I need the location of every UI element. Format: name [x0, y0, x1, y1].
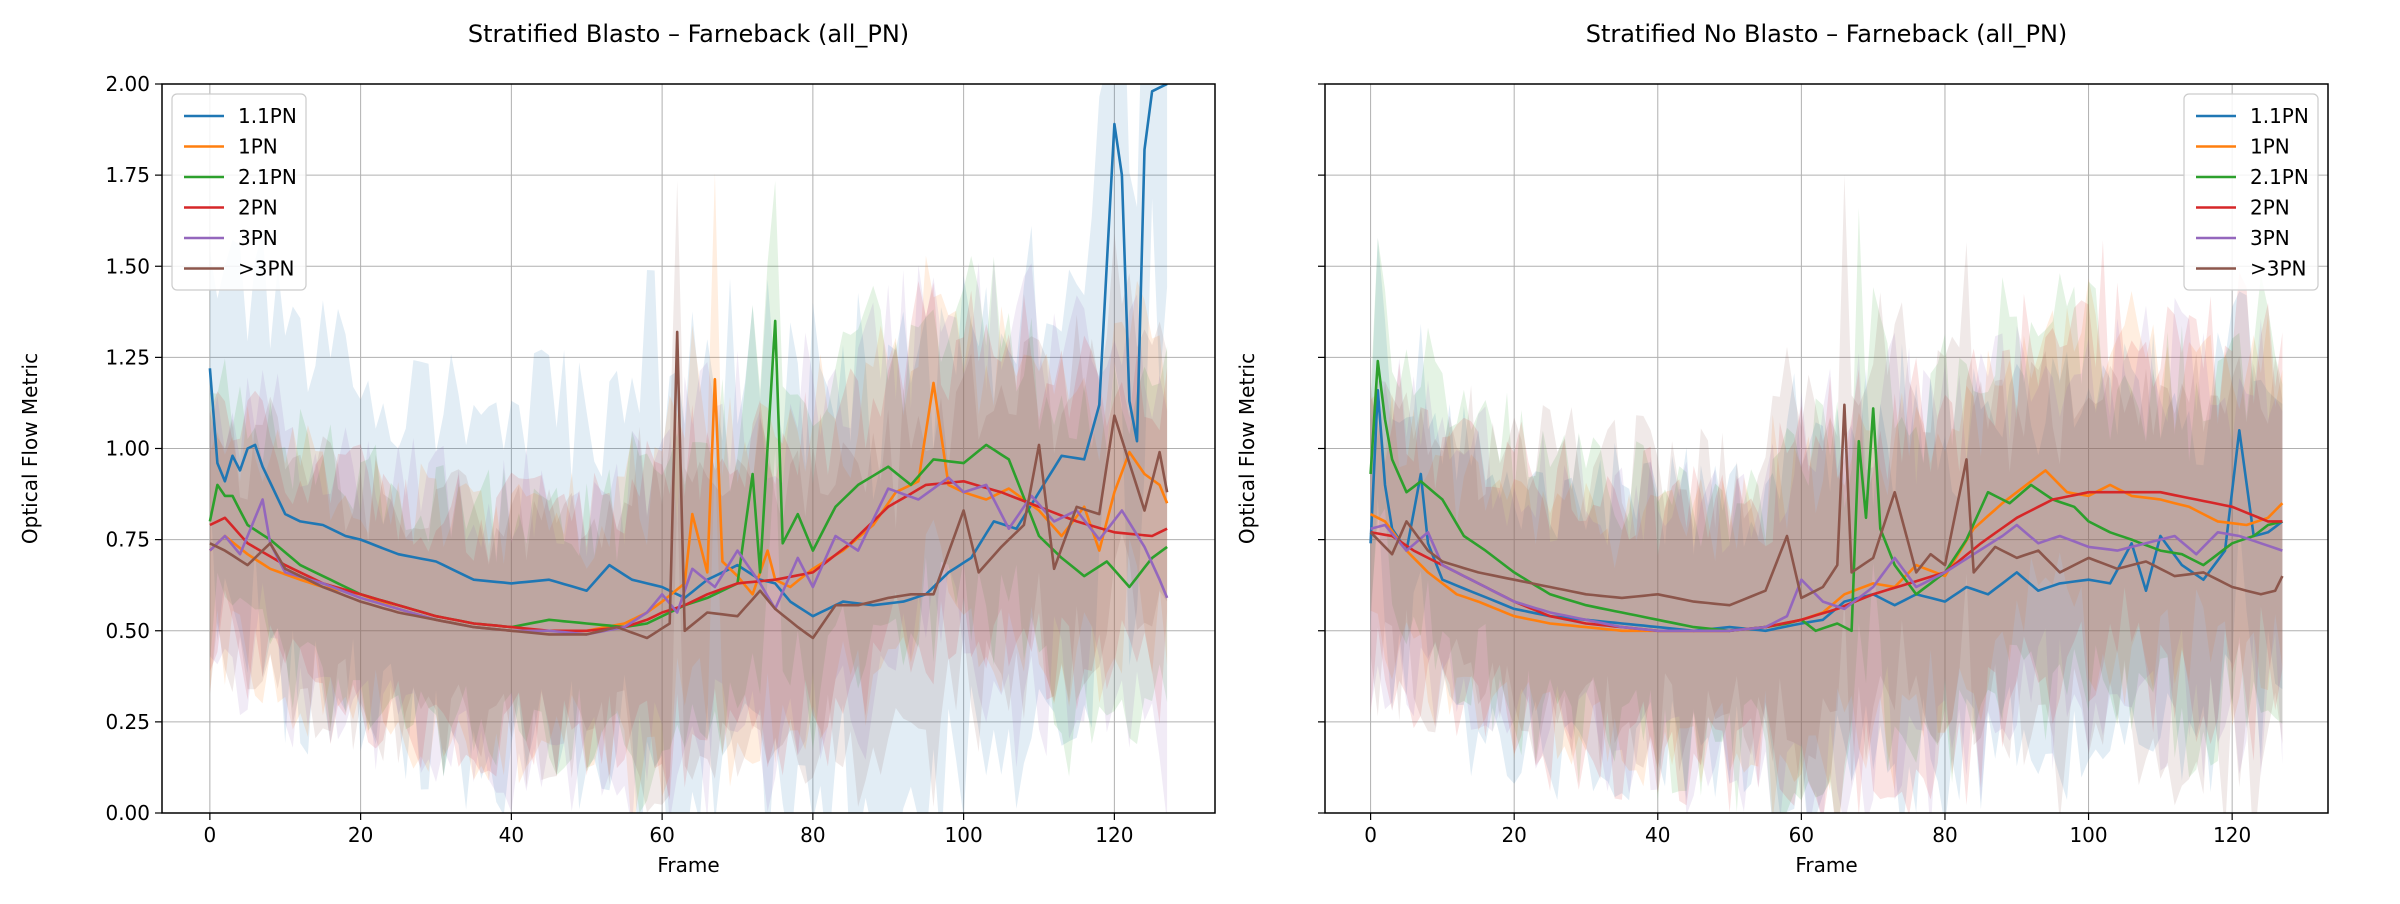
band-11PN	[1370, 238, 2283, 813]
legend: 1.1PN 1PN 2.1PN 2PN 3PN >3PN	[2183, 93, 2319, 291]
legend-label: 3PN	[2250, 226, 2290, 250]
legend-label: 1PN	[238, 135, 278, 159]
legend-label: 2PN	[2250, 196, 2290, 220]
series-lines	[208, 84, 1169, 640]
chart-title: Stratified Blasto – Farneback (all_PN)	[468, 20, 909, 48]
band-3PN	[1370, 297, 2283, 813]
band-3PN	[209, 180, 1168, 813]
axes-frame	[161, 83, 1216, 814]
legend: 1.1PN 1PN 2.1PN 2PN 3PN >3PN	[171, 93, 307, 291]
y-tick-label: 1.75	[105, 163, 150, 187]
x-tick-label: 80	[800, 823, 825, 847]
band-11PN	[209, 84, 1168, 813]
x-tick-label: 40	[499, 823, 524, 847]
legend-box	[171, 93, 307, 291]
x-tick-label: 80	[1932, 823, 1957, 847]
series-line-2PN	[209, 480, 1168, 633]
band-1PN	[1370, 278, 2283, 813]
y-tick-label: 2.00	[105, 72, 150, 96]
band-1PN	[209, 172, 1168, 813]
panel-2: 0 20 40 60 80 100 120 Stratified No Blasto – Fa…	[1235, 20, 2329, 877]
legend-label: >3PN	[2250, 257, 2307, 281]
band-3PN	[209, 259, 1168, 813]
x-tick-label: 0	[1364, 823, 1377, 847]
x-tick-label: 100	[2069, 823, 2107, 847]
y-tick-label: 0.75	[105, 528, 150, 552]
x-tick-label: 120	[2213, 823, 2251, 847]
legend-label: 2.1PN	[2250, 165, 2309, 189]
y-axis-label: Optical Flow Metric	[18, 353, 42, 544]
series-line-3PN	[208, 476, 1169, 636]
series-line-21PN	[1369, 359, 2283, 633]
series-line-3PN	[209, 330, 1169, 640]
grid	[162, 83, 1215, 814]
legend-box	[2183, 93, 2319, 291]
y-tick-label: 0.50	[105, 619, 150, 643]
y-tick-label: 1.25	[105, 345, 150, 369]
x-tick-label: 0	[203, 823, 216, 847]
y-tick-label: 0.25	[105, 710, 150, 734]
band-2PN	[1370, 240, 2283, 813]
y-tick-label: 1.50	[105, 254, 150, 278]
legend-label: 2.1PN	[238, 165, 297, 189]
x-tick-label: 60	[1789, 823, 1814, 847]
y-axis-label: Optical Flow Metric	[1235, 353, 1259, 544]
y-tick-label: 1.00	[105, 437, 150, 461]
confidence-bands	[209, 84, 1168, 813]
x-tick-label: 100	[945, 823, 983, 847]
series-line-3PN	[1369, 403, 2284, 607]
series-line-1PN	[1370, 469, 2284, 633]
x-tick-label: 60	[649, 823, 674, 847]
panel-1: 0 20 40 60 80 100 120 0.00 0.25 0.50 0.75 1.00 1.25 1…	[18, 20, 1216, 877]
legend-label: 3PN	[238, 226, 278, 250]
x-tick-label: 20	[1501, 823, 1526, 847]
legend-label: 1.1PN	[238, 104, 297, 128]
band-21PN	[1370, 207, 2283, 813]
legend-label: 1PN	[2250, 135, 2290, 159]
series-line-3PN	[1370, 523, 2283, 633]
legend-label: >3PN	[238, 257, 295, 281]
legend-label: 1.1PN	[2250, 104, 2309, 128]
x-tick-label: 20	[348, 823, 373, 847]
series-line-11PN	[1369, 388, 2284, 633]
band-3PN	[1370, 174, 2283, 813]
y-tick-label: 0.00	[105, 801, 150, 825]
band-21PN	[209, 181, 1168, 813]
confidence-bands	[1370, 174, 2283, 813]
x-axis-label: Frame	[1795, 853, 1857, 877]
legend-label: 2PN	[238, 196, 278, 220]
x-tick-label: 120	[1095, 823, 1133, 847]
axes-frame	[1324, 83, 2329, 814]
x-tick-label: 40	[1645, 823, 1670, 847]
x-axis-label: Frame	[657, 853, 719, 877]
chart-title: Stratified No Blasto – Farneback (all_PN…	[1586, 20, 2068, 48]
series-lines	[1369, 359, 2284, 633]
